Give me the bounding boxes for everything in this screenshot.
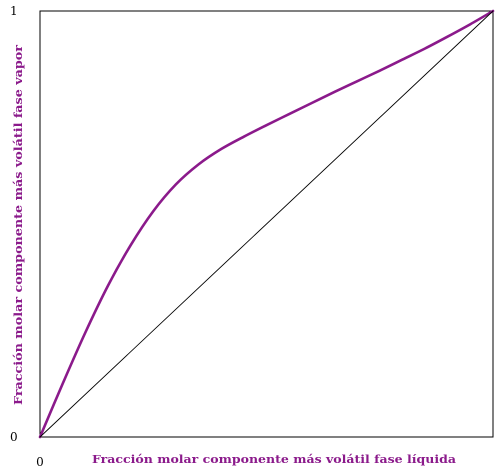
y-axis-title: Fracción molar componente más volátil fa… bbox=[11, 44, 25, 405]
diagonal-line bbox=[40, 11, 493, 437]
y-tick-label: 0 bbox=[10, 430, 18, 444]
y-tick-label: 1 bbox=[10, 4, 18, 18]
x-tick-label: 0 bbox=[36, 455, 44, 468]
x-axis-title: Fracción molar componente más volátil fa… bbox=[92, 452, 457, 466]
